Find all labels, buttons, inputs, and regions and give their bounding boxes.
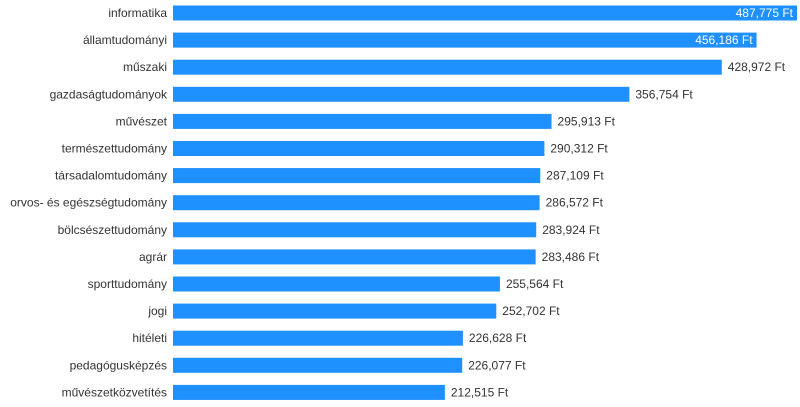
category-label: pedagógusképzés [70,358,167,372]
category-label: gazdaságtudományok [50,87,168,101]
bar[interactable] [173,195,540,211]
bar[interactable] [173,357,463,373]
bar[interactable] [173,113,552,129]
value-label: 287,109 Ft [546,169,604,183]
value-label: 295,913 Ft [558,114,616,128]
bar[interactable] [173,5,797,21]
bar[interactable] [173,86,630,102]
bar[interactable] [173,384,445,400]
value-label: 226,628 Ft [469,331,527,345]
category-label: természettudomány [62,142,167,156]
value-label: 212,515 Ft [451,385,509,399]
value-label: 226,077 Ft [468,358,526,372]
value-label: 356,754 Ft [635,87,693,101]
value-label: 283,486 Ft [542,250,600,264]
value-label: 487,775 Ft [736,6,794,20]
bar[interactable] [173,59,722,75]
value-label: 286,572 Ft [546,196,604,210]
category-label: társadalomtudomány [55,169,167,183]
value-label: 290,312 Ft [550,142,608,156]
bar[interactable] [173,168,541,184]
bar[interactable] [173,32,757,48]
value-label: 456,186 Ft [695,33,753,47]
category-label: művészet [116,114,168,128]
category-label: államtudományi [83,33,167,47]
category-label: agrár [139,250,167,264]
category-label: orvos- és egészségtudomány [10,196,167,210]
category-label: hitéleti [132,331,167,345]
value-label: 255,564 Ft [506,277,564,291]
bar[interactable] [173,141,545,156]
category-label: sporttudomány [88,277,167,291]
bar[interactable] [173,249,536,265]
bar[interactable] [173,303,497,319]
category-label: jogi [147,304,167,318]
category-label: műszaki [123,60,167,74]
value-label: 252,702 Ft [502,304,560,318]
bar[interactable] [173,330,463,346]
bar[interactable] [173,276,500,292]
value-label: 283,924 Ft [542,223,600,237]
value-label: 428,972 Ft [728,60,786,74]
category-label: bölcsészettudomány [58,223,167,237]
category-label: művészetközvetítés [62,385,167,399]
bar[interactable] [173,222,537,238]
category-label: informatika [108,6,167,20]
